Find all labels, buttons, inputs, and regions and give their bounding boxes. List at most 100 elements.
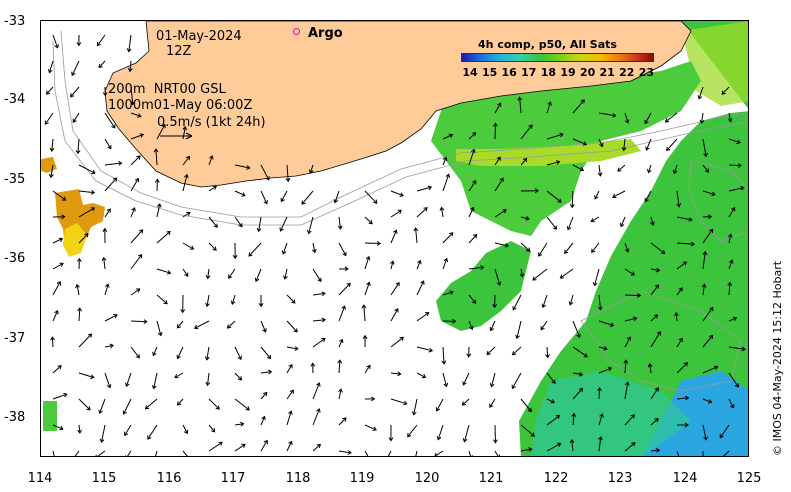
- land-mass: [104, 21, 692, 188]
- current-vector-head: [721, 90, 726, 95]
- current-vector: [104, 112, 116, 129]
- current-vector: [436, 398, 444, 412]
- current-vector-head: [582, 141, 588, 146]
- current-vector-head: [621, 147, 627, 152]
- current-vector: [415, 450, 418, 456]
- current-vector-head: [697, 95, 703, 100]
- current-vector-head: [592, 281, 598, 287]
- current-vector-head: [61, 196, 67, 201]
- current-vector: [76, 284, 80, 296]
- current-vector: [416, 372, 426, 378]
- current-vector-head: [707, 214, 713, 220]
- current-vector: [260, 392, 268, 400]
- current-vector: [309, 164, 314, 174]
- current-vector-head: [534, 188, 539, 194]
- current-vector: [624, 294, 641, 296]
- current-vector-head: [719, 433, 724, 439]
- current-vector: [442, 258, 448, 270]
- current-vector-head: [407, 433, 412, 438]
- current-vector: [494, 156, 501, 166]
- current-vector: [468, 207, 474, 218]
- current-vector-head: [180, 309, 186, 314]
- current-vector: [702, 164, 709, 173]
- current-vector-head: [118, 160, 123, 166]
- current-vector: [130, 346, 140, 359]
- current-vector: [74, 450, 80, 456]
- current-vector: [284, 268, 288, 280]
- argo-label: Argo: [308, 26, 343, 41]
- current-vector-head: [90, 374, 95, 380]
- current-vector: [130, 229, 143, 244]
- current-vector: [338, 360, 341, 374]
- current-vector: [520, 216, 530, 220]
- current-vector-head: [316, 443, 321, 449]
- hour-label: 12Z: [166, 44, 192, 59]
- current-vector-head: [337, 225, 343, 230]
- current-vector-head: [280, 197, 285, 203]
- map-panel[interactable]: [40, 20, 749, 457]
- current-vector: [728, 187, 744, 192]
- current-vector: [207, 268, 210, 279]
- current-vector-head: [470, 206, 475, 212]
- current-vector: [676, 242, 695, 245]
- current-vector: [598, 436, 602, 452]
- current-vector-head: [204, 356, 210, 361]
- current-vector-head: [212, 185, 218, 190]
- current-vector-head: [389, 260, 395, 265]
- current-vector: [598, 138, 603, 147]
- current-vector: [104, 284, 109, 296]
- current-vector-head: [740, 185, 745, 191]
- current-vector: [227, 320, 236, 329]
- current-vector-head: [263, 391, 268, 397]
- current-vector-head: [44, 120, 49, 125]
- current-vector-head: [655, 267, 661, 273]
- current-vector: [177, 398, 184, 406]
- current-vector-head: [186, 212, 191, 216]
- current-vector: [130, 207, 136, 218]
- current-vector: [560, 268, 574, 279]
- current-vector-head: [174, 374, 179, 379]
- current-vector-head: [594, 195, 599, 200]
- current-vector: [702, 398, 712, 403]
- current-vectors: [44, 34, 746, 456]
- current-vector: [546, 398, 555, 403]
- current-vector: [338, 242, 347, 256]
- current-vector-head: [113, 314, 118, 319]
- current-vector-head: [736, 139, 741, 145]
- current-vector: [156, 320, 162, 336]
- current-vector: [520, 448, 532, 452]
- current-vector-head: [70, 93, 75, 98]
- current-vector-head: [342, 251, 347, 257]
- current-vector-head: [76, 42, 82, 47]
- current-vector: [728, 398, 734, 408]
- current-vector: [719, 424, 730, 438]
- current-vector: [598, 413, 603, 426]
- current-vector: [52, 190, 66, 201]
- current-vector: [208, 216, 218, 228]
- current-vector: [156, 203, 161, 218]
- current-vector-head: [654, 387, 659, 392]
- current-vector-head: [106, 208, 111, 213]
- current-vector-head: [122, 410, 128, 415]
- current-vector: [494, 268, 501, 286]
- current-vector: [468, 294, 476, 304]
- current-vector-head: [166, 270, 172, 275]
- current-vector-head: [321, 317, 326, 323]
- current-vector: [624, 268, 635, 276]
- y-tick-label: -36: [4, 251, 26, 266]
- current-vector: [520, 124, 533, 140]
- current-vector-head: [607, 366, 613, 372]
- current-vector-head: [151, 385, 157, 390]
- current-vector-head: [50, 336, 55, 341]
- current-vector: [390, 336, 404, 348]
- current-vector-head: [434, 452, 439, 456]
- current-vector: [462, 372, 470, 386]
- current-vector-head: [713, 365, 719, 370]
- current-vector-head: [339, 338, 344, 344]
- current-vector-head: [124, 431, 129, 437]
- current-vector-head: [59, 425, 64, 431]
- current-vector-head: [576, 333, 581, 339]
- x-tick-label: 114: [27, 471, 53, 486]
- current-vector: [286, 294, 296, 304]
- current-vector-head: [597, 172, 603, 177]
